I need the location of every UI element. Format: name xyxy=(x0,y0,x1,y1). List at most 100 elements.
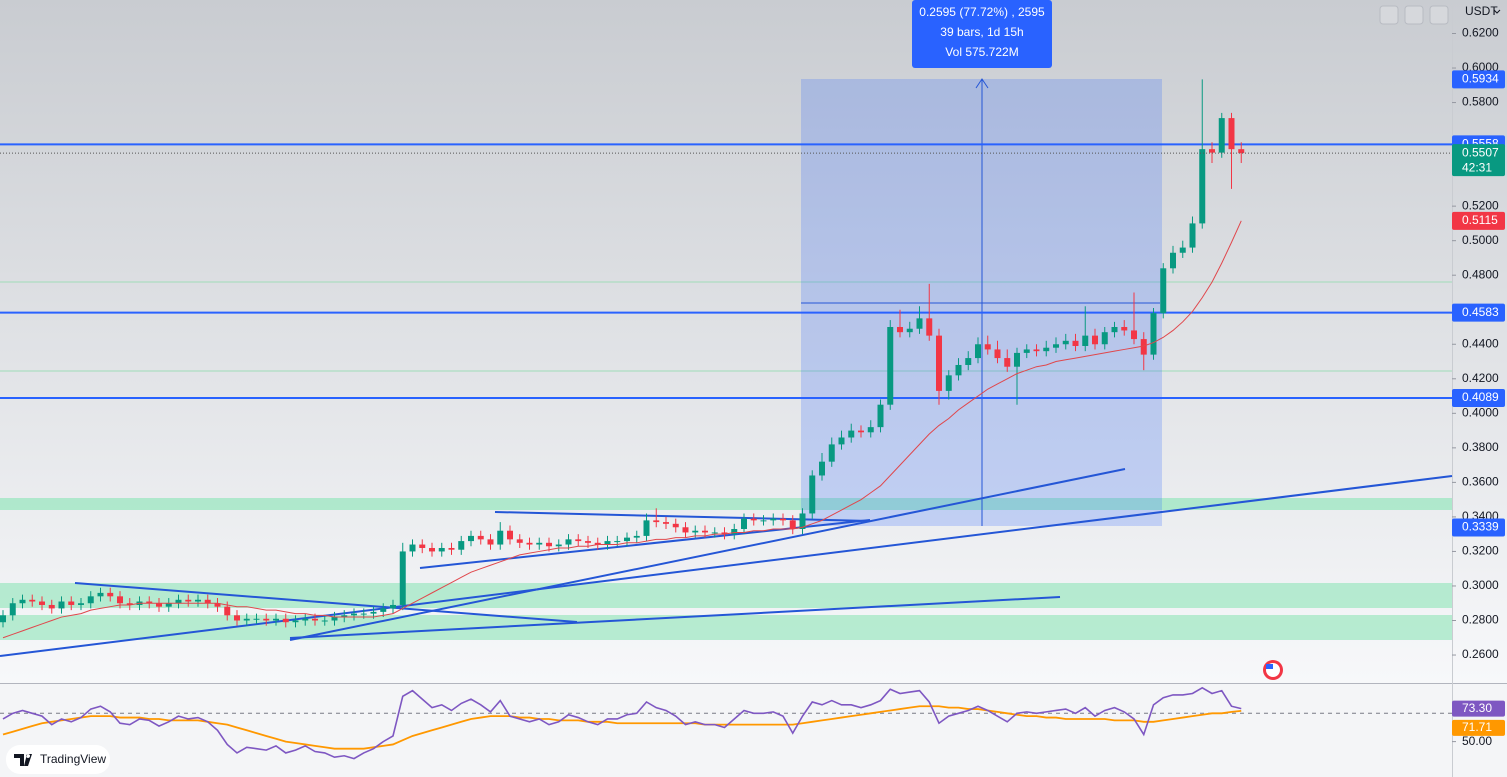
candle-body xyxy=(585,541,591,543)
candle-body xyxy=(653,520,660,523)
candle-body xyxy=(838,437,845,445)
y-tick-label: 0.3200 xyxy=(1462,544,1499,558)
candle-body xyxy=(1131,330,1137,340)
candle-body xyxy=(594,542,601,545)
candle-body xyxy=(331,617,338,621)
candle-body xyxy=(916,318,923,329)
candle-body xyxy=(19,599,26,604)
price-label-box xyxy=(1452,211,1505,230)
rsi-line xyxy=(2,686,1242,760)
price-label-box xyxy=(1452,518,1505,537)
candle-body xyxy=(351,613,357,616)
candle-body xyxy=(292,620,299,623)
candle-body xyxy=(1033,349,1040,352)
candle-body xyxy=(1004,358,1011,367)
rsi-pane xyxy=(0,683,1507,777)
candle-body xyxy=(1170,252,1176,269)
event-icon-flag xyxy=(1266,664,1273,669)
y-tick-label: 0.3000 xyxy=(1462,578,1499,592)
candle-body xyxy=(204,599,211,604)
currency[interactable]: USDT xyxy=(1465,4,1498,18)
measure-arrow xyxy=(975,78,989,89)
candle-body xyxy=(224,606,231,616)
candle-body xyxy=(516,539,523,543)
candle-body xyxy=(887,326,894,405)
candle-body xyxy=(185,599,192,602)
candle-body xyxy=(9,603,16,616)
candle-body xyxy=(945,375,952,391)
price-label-box xyxy=(1452,70,1505,89)
price-label-box xyxy=(1452,303,1505,322)
candle-body xyxy=(1160,268,1167,314)
candle-body xyxy=(1014,352,1020,367)
button[interactable] xyxy=(1379,5,1399,25)
candle-body xyxy=(117,596,123,604)
price-label-box xyxy=(1452,144,1505,177)
candle-body xyxy=(48,604,55,609)
candle-body xyxy=(1062,340,1069,345)
candle-body xyxy=(867,427,874,433)
measure-text: Vol 575.722M xyxy=(945,45,1018,59)
candle-body xyxy=(243,618,250,621)
candle-body xyxy=(672,523,679,528)
candle-body xyxy=(156,603,162,607)
candle-body xyxy=(555,544,562,547)
logo-pill[interactable] xyxy=(6,745,110,774)
candle-body xyxy=(575,539,582,542)
candle-body xyxy=(507,530,513,540)
candle-body xyxy=(1072,340,1079,346)
y-tick-label: 0.4000 xyxy=(1462,405,1499,419)
candle-body xyxy=(799,513,806,529)
candle-body xyxy=(936,335,942,391)
candle-body xyxy=(341,615,348,618)
candle-body xyxy=(126,603,133,605)
candle-body xyxy=(390,604,396,609)
button[interactable] xyxy=(1429,5,1449,25)
candle-body xyxy=(312,618,318,621)
candle-body xyxy=(633,535,640,538)
button[interactable] xyxy=(1404,5,1424,25)
candle-body xyxy=(58,601,65,609)
price-label: 0.5507 xyxy=(1462,145,1499,159)
candle-body xyxy=(643,520,650,536)
trendline xyxy=(0,475,1453,657)
candle-body xyxy=(721,532,728,535)
candle-body xyxy=(906,328,913,333)
rsi-label-box xyxy=(1452,700,1505,717)
candle-body xyxy=(1199,149,1206,224)
candles xyxy=(0,79,1245,628)
candle-body xyxy=(877,404,884,428)
candle-body xyxy=(263,618,270,621)
candle-body xyxy=(380,608,387,612)
measure-text: 0.2595 (77.72%) , 2595 xyxy=(919,5,1045,19)
candle-body xyxy=(770,518,777,521)
candle-body xyxy=(1121,326,1128,331)
candle-body xyxy=(107,592,114,597)
candle-body xyxy=(1023,349,1030,353)
candle-body xyxy=(926,318,933,336)
zone xyxy=(0,498,1452,510)
candle-body xyxy=(282,618,289,623)
candle-body xyxy=(760,520,767,522)
candle-body xyxy=(273,618,279,621)
candle-body xyxy=(429,547,435,552)
candle-body xyxy=(175,599,182,604)
price-label: 0.5115 xyxy=(1462,213,1498,227)
candle-body xyxy=(955,364,962,376)
price-label: 0.3339 xyxy=(1462,520,1499,534)
candle-body xyxy=(897,326,903,333)
candle-body xyxy=(789,520,796,529)
candle-body xyxy=(565,539,572,545)
candle-body xyxy=(731,528,738,535)
candle-body xyxy=(536,542,543,545)
candle-body xyxy=(692,530,699,533)
candle-body xyxy=(234,615,240,621)
trendline xyxy=(494,511,871,522)
price-label: 0.4583 xyxy=(1462,305,1499,319)
price-pane xyxy=(0,0,1507,683)
y-tick-label: 0.3600 xyxy=(1462,475,1499,489)
candle-body xyxy=(1189,223,1196,248)
candle-body xyxy=(663,522,669,524)
